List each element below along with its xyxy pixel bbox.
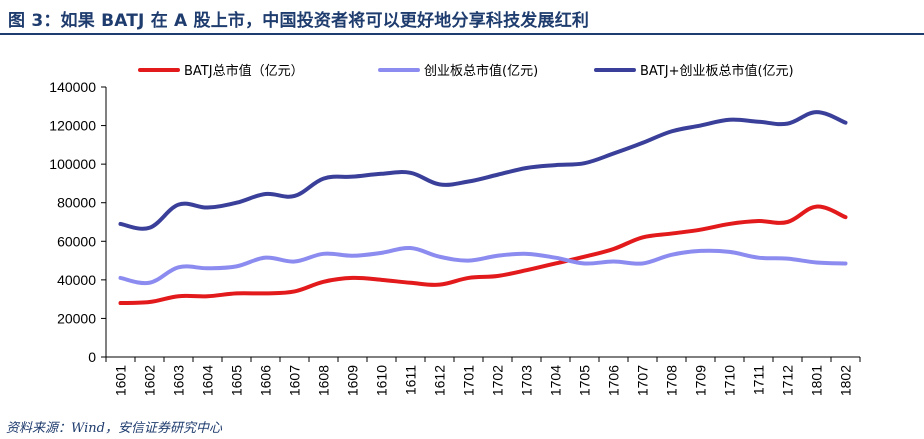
legend: BATJ总市值（亿元） 创业板总市值(亿元) BATJ+创业板总市值(亿元)	[138, 63, 794, 79]
figure-title: 图 3：如果 BATJ 在 A 股上市，中国投资者将可以更好地分享科技发展红利	[8, 11, 590, 31]
axes: 0 20000 40000 60000 80000 100000 120000 140000 1…	[49, 79, 861, 396]
y-tick-label: 40000	[57, 272, 96, 288]
x-tick-label: 1708	[664, 365, 680, 396]
y-tick-label: 0	[88, 349, 96, 365]
series-line-3	[118, 110, 848, 231]
x-tick-label: 1704	[548, 365, 564, 396]
legend-label-2: 创业板总市值(亿元)	[424, 63, 538, 79]
x-tick-label: 1604	[200, 365, 216, 396]
x-tick-label: 1602	[142, 365, 158, 396]
x-tick-label: 1703	[519, 365, 535, 396]
legend-label-3: BATJ+创业板总市值(亿元)	[640, 63, 794, 79]
x-tick-label: 1710	[722, 365, 738, 396]
legend-label-1: BATJ总市值（亿元）	[184, 63, 304, 79]
x-tick-label: 1709	[693, 365, 709, 396]
y-tick-label: 20000	[57, 310, 96, 326]
source-note: 资料来源：Wind，安信证券研究中心	[6, 421, 222, 436]
y-tick-label: 60000	[57, 233, 96, 249]
y-tick-label: 100000	[49, 156, 96, 172]
title-rule	[0, 33, 924, 35]
x-tick-label: 1711	[751, 365, 767, 395]
x-tick-label: 1606	[258, 365, 274, 396]
x-tick-label: 1603	[171, 365, 187, 396]
y-tick-label: 80000	[57, 195, 96, 211]
x-tick-label: 1601	[113, 365, 129, 396]
x-tick-label: 1801	[809, 365, 825, 396]
x-tick-label: 1706	[606, 365, 622, 396]
x-tick-label: 1610	[374, 365, 390, 396]
y-tick-label: 120000	[49, 118, 96, 134]
x-tick-label: 1712	[780, 365, 796, 396]
x-tick-label: 1607	[287, 365, 303, 396]
x-tick-label: 1605	[229, 365, 245, 396]
x-tick-label: 1611	[403, 365, 419, 395]
x-tick-label: 1609	[345, 365, 361, 396]
x-tick-label: 1702	[490, 365, 506, 396]
series-line-2	[118, 245, 848, 286]
series-lines	[118, 110, 848, 305]
series-line-1	[118, 204, 848, 305]
x-tick-label: 1608	[316, 365, 332, 396]
x-tick-label: 1701	[461, 365, 477, 396]
y-tick-label: 140000	[49, 79, 96, 95]
x-tick-label: 1707	[635, 365, 651, 396]
x-tick-label: 1802	[838, 365, 854, 396]
x-tick-label: 1705	[577, 365, 593, 396]
x-tick-label: 1612	[432, 365, 448, 396]
